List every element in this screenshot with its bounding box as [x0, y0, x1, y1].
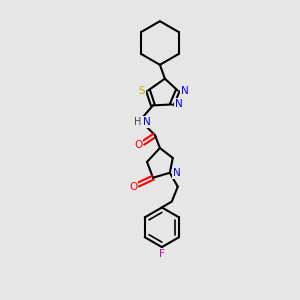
Text: N: N: [181, 85, 189, 96]
Text: F: F: [159, 249, 165, 259]
Text: N: N: [173, 168, 181, 178]
Text: H: H: [134, 117, 142, 127]
Text: O: O: [134, 140, 142, 150]
Text: S: S: [139, 85, 146, 96]
Text: O: O: [129, 182, 137, 192]
Text: N: N: [175, 99, 183, 110]
Text: N: N: [143, 117, 151, 127]
